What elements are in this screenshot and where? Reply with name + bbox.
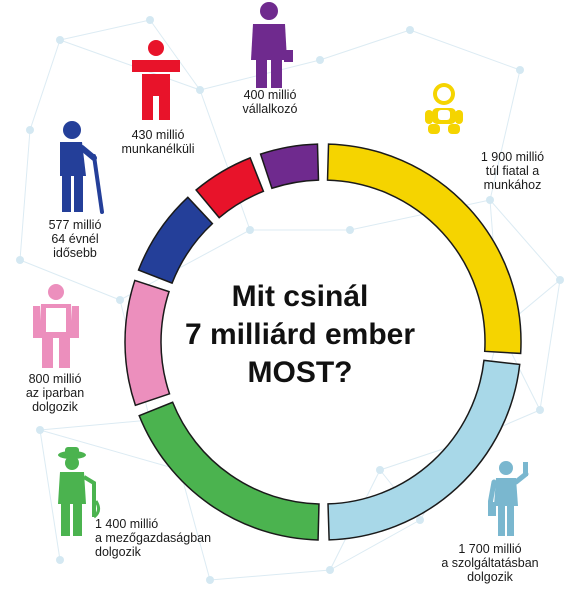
network-node (346, 226, 354, 234)
title-line-1: Mit csinál (231, 280, 369, 313)
donut-segment-young (326, 143, 522, 355)
network-node (206, 576, 214, 584)
label-services-value: 1 700 millió (458, 542, 522, 556)
label-services-line-3: dolgozik (467, 570, 513, 584)
label-elderly-value: 577 millió (48, 218, 102, 232)
label-agriculture: 1 400 millió a mezőgazdaságban dolgozik (95, 517, 235, 559)
farmer-icon (58, 447, 101, 536)
worker-icon (33, 284, 79, 368)
elderly-icon (60, 121, 104, 214)
network-node (326, 566, 334, 574)
network-node (56, 556, 64, 564)
network-node (486, 196, 494, 204)
label-elderly-line-3: idősebb (53, 246, 97, 260)
network-node (16, 256, 24, 264)
label-entrepreneur-line-2: vállalkozó (242, 102, 298, 116)
donut-segment-agriculture (138, 401, 320, 541)
label-services: 1 700 millió a szolgáltatásban dolgozik (420, 542, 560, 584)
businessman-icon (251, 2, 293, 88)
title-line-3: MOST? (247, 356, 353, 389)
donut-segments (124, 143, 522, 541)
network-line (149, 19, 201, 91)
network-node (556, 276, 564, 284)
label-industry-value: 800 millió (28, 372, 82, 386)
label-services-line-2: a szolgáltatásban (441, 556, 539, 570)
donut-segment-services (327, 359, 521, 541)
network-node (406, 26, 414, 34)
network-node (246, 226, 254, 234)
network-node (116, 296, 124, 304)
label-industry-line-3: dolgozik (32, 400, 78, 414)
donut-segment-elderly (137, 196, 214, 285)
network-node (196, 86, 204, 94)
label-unemployed-value: 430 millió (131, 128, 185, 142)
network-node (26, 126, 34, 134)
title-line-2: 7 milliárd ember (184, 318, 416, 351)
unemployed-icon (132, 40, 180, 120)
network-line (19, 259, 121, 301)
network-node (36, 426, 44, 434)
network-node (146, 16, 154, 24)
network-line (489, 199, 561, 281)
network-node (56, 36, 64, 44)
label-elderly-line-2: 64 évnél (51, 232, 99, 246)
network-line (39, 429, 181, 471)
network-line (59, 19, 151, 41)
network-line (29, 39, 61, 131)
baby-icon (425, 83, 463, 134)
label-young: 1 900 millió túl fiatal a munkához (455, 150, 570, 192)
donut-segment-entrepreneur (259, 143, 320, 190)
network-line (179, 469, 211, 581)
network-node (536, 406, 544, 414)
label-entrepreneur-value: 400 millió (243, 88, 297, 102)
network-line (489, 69, 521, 201)
network-line (199, 89, 251, 231)
label-industry: 800 millió az iparban dolgozik (5, 372, 105, 414)
network-node (376, 466, 384, 474)
label-young-line-3: munkához (483, 178, 542, 192)
donut-segment-industry (124, 279, 171, 407)
label-young-value: 1 900 millió (480, 150, 545, 164)
network-node (416, 516, 424, 524)
network-line (209, 569, 331, 581)
label-industry-line-2: az iparban (25, 386, 85, 400)
donut-segment-unemployed (195, 156, 265, 219)
network-line (19, 129, 31, 261)
network-line (59, 39, 201, 91)
label-unemployed-line-2: munkanélküli (121, 142, 195, 156)
label-unemployed: 430 millió munkanélküli (108, 128, 208, 156)
network-line (329, 519, 421, 571)
waiter-icon (488, 461, 529, 536)
label-agriculture-line-3: dolgozik (95, 545, 141, 559)
network-line (39, 429, 61, 561)
network-line (319, 29, 411, 61)
chart-title: Mit csinál 7 milliárd ember MOST? (160, 278, 440, 392)
label-entrepreneur: 400 millió vállalkozó (225, 88, 315, 116)
label-elderly: 577 millió 64 évnél idősebb (30, 218, 120, 260)
network-line (39, 419, 151, 431)
label-agriculture-line-2: a mezőgazdaságban (95, 531, 212, 545)
network-line (539, 279, 561, 411)
network-node (516, 66, 524, 74)
label-young-line-2: túl fiatal a (485, 164, 540, 178)
network-line (409, 29, 521, 71)
label-agriculture-value: 1 400 millió (95, 517, 159, 531)
network-node (316, 56, 324, 64)
